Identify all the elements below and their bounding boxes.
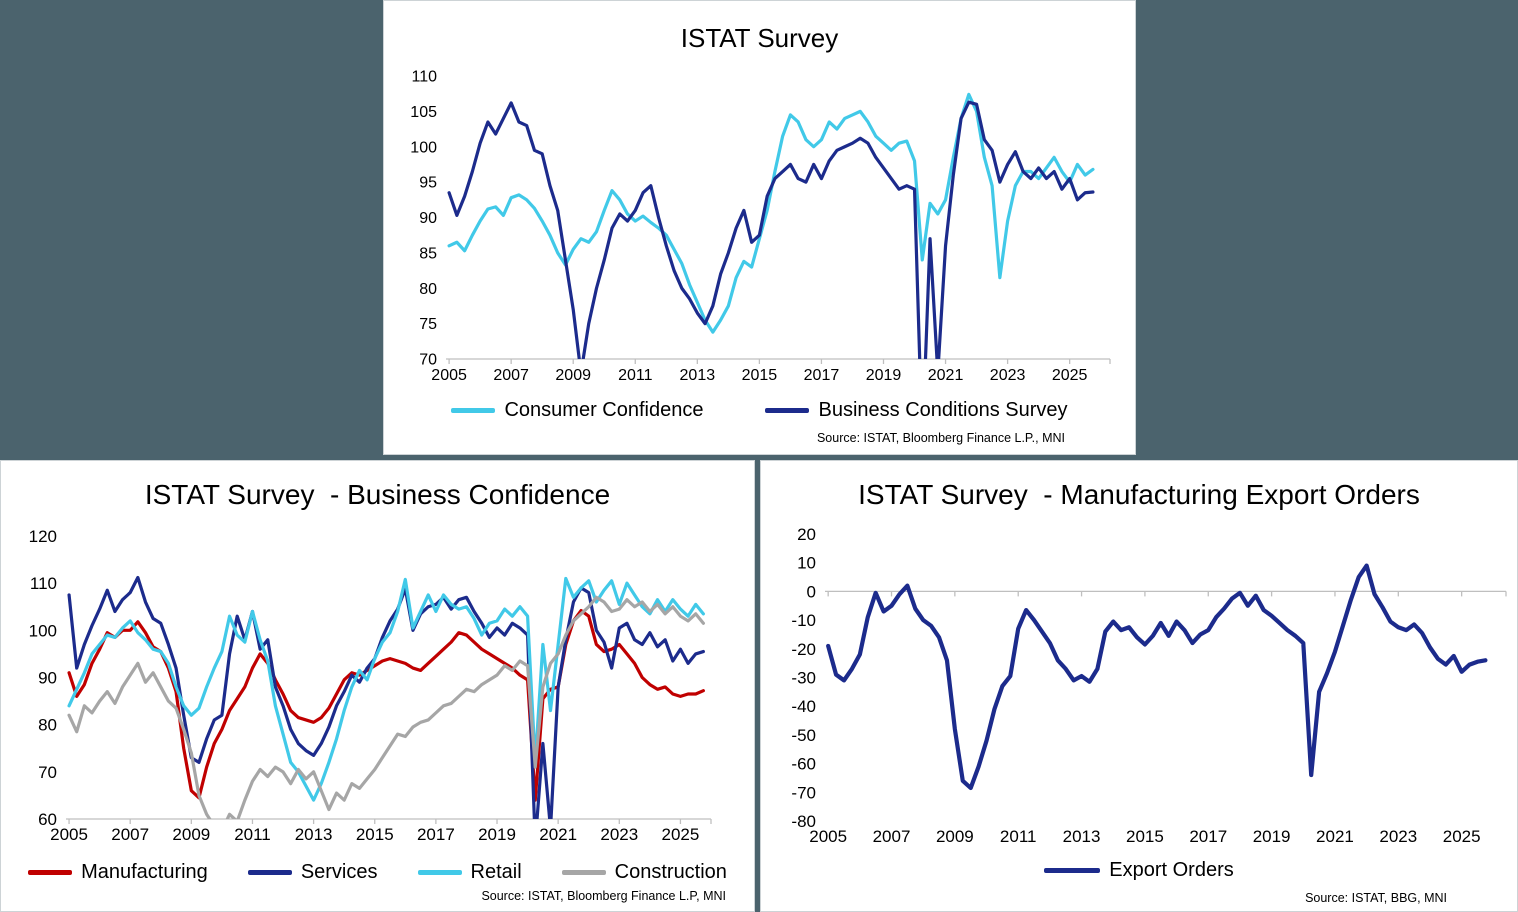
svg-text:100: 100 [410, 139, 437, 156]
svg-text:2005: 2005 [809, 827, 847, 846]
line-swatch [765, 408, 810, 413]
svg-text:2009: 2009 [936, 827, 974, 846]
svg-text:2017: 2017 [417, 825, 455, 844]
svg-text:2019: 2019 [1253, 827, 1291, 846]
svg-text:-30: -30 [791, 668, 816, 687]
svg-text:10: 10 [797, 554, 816, 573]
svg-text:2021: 2021 [1316, 827, 1354, 846]
legend-item-business-conditions: Business Conditions Survey [765, 399, 1068, 422]
svg-text:110: 110 [411, 69, 437, 86]
svg-text:70: 70 [419, 352, 437, 369]
legend-label: Manufacturing [81, 861, 208, 883]
svg-text:-80: -80 [791, 812, 816, 831]
chart-title: ISTAT Survey - Business Confidence [144, 479, 611, 510]
legend-item-services: Services [247, 861, 378, 884]
svg-text:2007: 2007 [111, 825, 149, 844]
svg-text:2007: 2007 [493, 367, 529, 384]
source-note: Source: ISTAT, Bloomberg Finance L.P., M… [816, 431, 1065, 445]
svg-text:100: 100 [29, 621, 57, 640]
legend-label: Construction [614, 861, 727, 883]
svg-text:2023: 2023 [1379, 827, 1417, 846]
export-orders-panel: ISTAT Survey - Manufacturing Export Orde… [760, 460, 1518, 912]
svg-text:-70: -70 [791, 783, 816, 802]
svg-text:2011: 2011 [1000, 827, 1037, 846]
svg-text:2013: 2013 [295, 825, 333, 844]
svg-text:60: 60 [38, 810, 57, 829]
chart-title: ISTAT Survey [680, 23, 839, 53]
svg-text:-50: -50 [791, 726, 816, 745]
svg-text:110: 110 [30, 574, 57, 593]
svg-text:75: 75 [419, 316, 437, 333]
svg-text:-40: -40 [791, 697, 816, 716]
svg-text:2021: 2021 [539, 825, 577, 844]
svg-text:85: 85 [419, 245, 437, 262]
svg-text:-10: -10 [791, 611, 816, 630]
svg-text:90: 90 [38, 668, 57, 687]
svg-text:2023: 2023 [600, 825, 638, 844]
svg-text:2005: 2005 [50, 825, 88, 844]
business-confidence-line-chart: 2005 2007 2009 2011 2013 2015 2017 2019 2021 2023… [29, 527, 712, 844]
svg-text:2005: 2005 [431, 367, 467, 384]
svg-text:90: 90 [419, 210, 437, 227]
svg-text:2013: 2013 [1063, 827, 1101, 846]
svg-text:2017: 2017 [1189, 827, 1227, 846]
istat-survey-panel: ISTAT Survey 2005 2007 2009 2011 2013 2015 201… [383, 0, 1136, 455]
svg-text:2007: 2007 [873, 827, 911, 846]
svg-text:2009: 2009 [172, 825, 210, 844]
svg-text:2023: 2023 [990, 367, 1026, 384]
source-note: Source: ISTAT, BBG, MNI [1305, 891, 1447, 905]
line-swatch [561, 870, 606, 875]
legend-item-export-orders: Export Orders [1044, 859, 1234, 882]
svg-text:-60: -60 [791, 755, 816, 774]
legend-item-retail: Retail [417, 861, 522, 884]
chart-legend: Export Orders [761, 859, 1517, 882]
svg-text:2011: 2011 [234, 825, 271, 844]
svg-text:2019: 2019 [866, 367, 902, 384]
line-swatch [28, 870, 73, 875]
svg-text:2017: 2017 [804, 367, 840, 384]
chart-legend: Consumer Confidence Business Conditions … [384, 399, 1135, 422]
source-note: Source: ISTAT, Bloomberg Finance L.P, MN… [481, 889, 726, 903]
svg-text:20: 20 [797, 525, 816, 544]
svg-text:2025: 2025 [662, 825, 700, 844]
line-swatch [1044, 868, 1101, 873]
svg-text:95: 95 [419, 175, 437, 192]
legend-label: Services [300, 861, 378, 883]
svg-text:2009: 2009 [555, 367, 591, 384]
legend-label: Consumer Confidence [504, 399, 704, 421]
legend-item-construction: Construction [561, 861, 727, 884]
export-orders-line-chart: 2005 2007 2009 2011 2013 2015 2017 2019 2021 2023… [791, 525, 1507, 846]
svg-text:2021: 2021 [928, 367, 964, 384]
business-confidence-panel: ISTAT Survey - Business Confidence 2005 2… [0, 460, 755, 912]
svg-text:0: 0 [807, 582, 816, 601]
svg-text:2015: 2015 [356, 825, 394, 844]
svg-text:2015: 2015 [1126, 827, 1164, 846]
svg-text:120: 120 [29, 527, 57, 546]
svg-text:2011: 2011 [618, 367, 653, 384]
svg-text:-20: -20 [791, 640, 816, 659]
line-swatch [417, 870, 462, 875]
svg-text:2025: 2025 [1443, 827, 1481, 846]
line-swatch [247, 870, 292, 875]
svg-text:2025: 2025 [1052, 367, 1088, 384]
istat-survey-line-chart: 2005 2007 2009 2011 2013 2015 2017 2019 2021 2023… [410, 69, 1111, 384]
svg-text:80: 80 [419, 281, 437, 298]
line-swatch [451, 408, 496, 413]
legend-label: Retail [470, 861, 522, 883]
chart-legend: Manufacturing Services Retail Constructi… [1, 861, 754, 884]
legend-item-consumer-confidence: Consumer Confidence [451, 399, 703, 422]
svg-text:2015: 2015 [742, 367, 778, 384]
legend-label: Business Conditions Survey [818, 399, 1068, 421]
svg-text:105: 105 [410, 104, 437, 121]
svg-text:70: 70 [38, 763, 57, 782]
legend-label: Export Orders [1109, 859, 1234, 881]
chart-title: ISTAT Survey - Manufacturing Export Orde… [858, 479, 1420, 510]
legend-item-manufacturing: Manufacturing [28, 861, 208, 884]
svg-text:80: 80 [38, 716, 57, 735]
svg-text:2013: 2013 [680, 367, 716, 384]
svg-text:2019: 2019 [478, 825, 516, 844]
